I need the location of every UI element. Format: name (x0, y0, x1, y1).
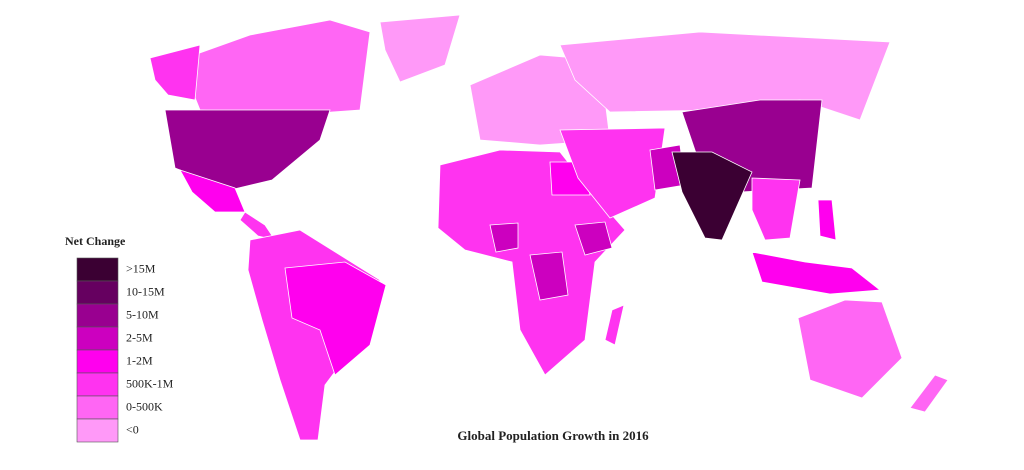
legend-label: 1-2M (126, 353, 153, 367)
usa (164, 109, 331, 191)
indonesia (751, 251, 882, 295)
legend-swatch (76, 257, 119, 282)
ethiopia (574, 221, 613, 256)
nigeria (489, 222, 519, 253)
legend-label: 5-10M (126, 307, 159, 321)
legend-label: 2-5M (126, 330, 153, 344)
legend-swatch (76, 280, 119, 305)
canada (179, 19, 371, 116)
mexico (179, 169, 246, 213)
new-zealand (909, 374, 949, 413)
legend-label: >15M (126, 261, 156, 275)
australia (797, 299, 903, 399)
greenland (379, 14, 461, 83)
legend-label: <0 (126, 422, 139, 436)
legend-swatch (76, 326, 119, 351)
legend-swatch (76, 303, 119, 328)
legend-label: 10-15M (126, 284, 165, 298)
map-title: Global Population Growth in 2016 (457, 428, 649, 443)
philippines (817, 199, 837, 241)
legend-title: Net Change (65, 234, 126, 248)
southeast-asia (751, 177, 801, 241)
legend-swatch (76, 372, 119, 397)
alaska (149, 44, 201, 101)
legend-swatch (76, 395, 119, 420)
legend-label: 0-500K (126, 399, 163, 413)
legend-swatch (76, 418, 119, 443)
congo (529, 251, 569, 301)
legend-swatch (76, 349, 119, 374)
middle-east (559, 127, 666, 219)
legend: >15M 10-15M 5-10M 2-5M 1-2M 500K-1M 0-500K <0 (76, 257, 174, 443)
world-map (149, 14, 949, 441)
legend-label: 500K-1M (126, 376, 174, 390)
brazil (284, 261, 387, 376)
madagascar (604, 304, 625, 346)
india (671, 151, 753, 241)
